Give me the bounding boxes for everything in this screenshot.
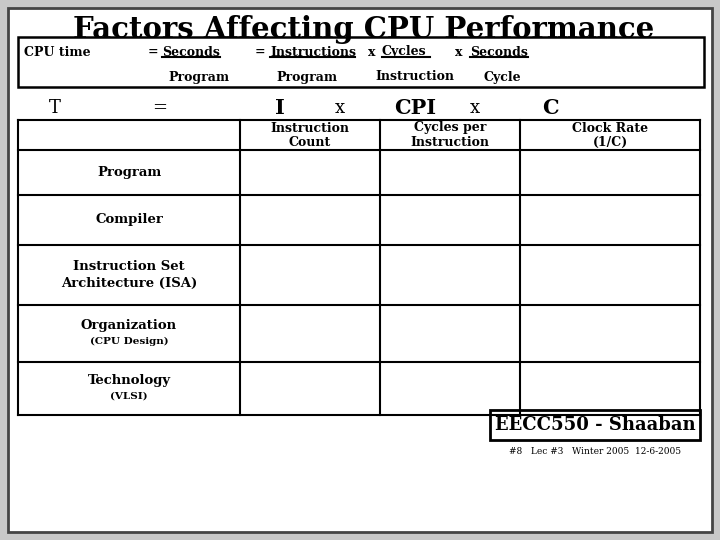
Text: I: I xyxy=(275,98,285,118)
Text: x: x xyxy=(368,45,376,58)
Text: Technology: Technology xyxy=(87,374,171,387)
Text: Cycle: Cycle xyxy=(483,71,521,84)
Text: x: x xyxy=(455,45,462,58)
Text: (CPU Design): (CPU Design) xyxy=(90,337,168,346)
Text: EECC550 - Shaaban: EECC550 - Shaaban xyxy=(495,416,696,434)
Text: Factors Affecting CPU Performance: Factors Affecting CPU Performance xyxy=(73,16,654,44)
Text: CPI: CPI xyxy=(394,98,436,118)
Text: Instruction: Instruction xyxy=(271,122,349,134)
FancyBboxPatch shape xyxy=(490,410,700,440)
Text: x: x xyxy=(335,99,345,117)
Text: =: = xyxy=(153,99,168,117)
Text: C: C xyxy=(541,98,558,118)
Text: (VLSI): (VLSI) xyxy=(110,392,148,401)
Text: =: = xyxy=(255,45,266,58)
FancyBboxPatch shape xyxy=(8,8,712,532)
Text: Instruction: Instruction xyxy=(410,136,490,148)
Text: T: T xyxy=(49,99,61,117)
Text: Instruction: Instruction xyxy=(375,71,454,84)
Text: Cycles: Cycles xyxy=(382,45,427,58)
Text: x: x xyxy=(470,99,480,117)
Text: (1/C): (1/C) xyxy=(593,136,628,148)
Text: Program: Program xyxy=(168,71,229,84)
Text: #8   Lec #3   Winter 2005  12-6-2005: #8 Lec #3 Winter 2005 12-6-2005 xyxy=(509,448,681,456)
Text: Seconds: Seconds xyxy=(162,45,220,58)
Text: Program: Program xyxy=(97,166,161,179)
Text: Program: Program xyxy=(276,71,337,84)
Text: Seconds: Seconds xyxy=(470,45,528,58)
Text: Cycles per: Cycles per xyxy=(414,122,486,134)
Text: Clock Rate: Clock Rate xyxy=(572,122,648,134)
Text: Instruction Set: Instruction Set xyxy=(73,260,185,273)
Text: CPU time: CPU time xyxy=(24,45,91,58)
FancyBboxPatch shape xyxy=(18,37,704,87)
Text: Organization: Organization xyxy=(81,319,177,332)
Text: Compiler: Compiler xyxy=(95,213,163,226)
Text: Instructions: Instructions xyxy=(270,45,356,58)
Text: =: = xyxy=(148,45,158,58)
Text: Count: Count xyxy=(289,136,331,148)
Text: Architecture (ISA): Architecture (ISA) xyxy=(61,276,197,289)
